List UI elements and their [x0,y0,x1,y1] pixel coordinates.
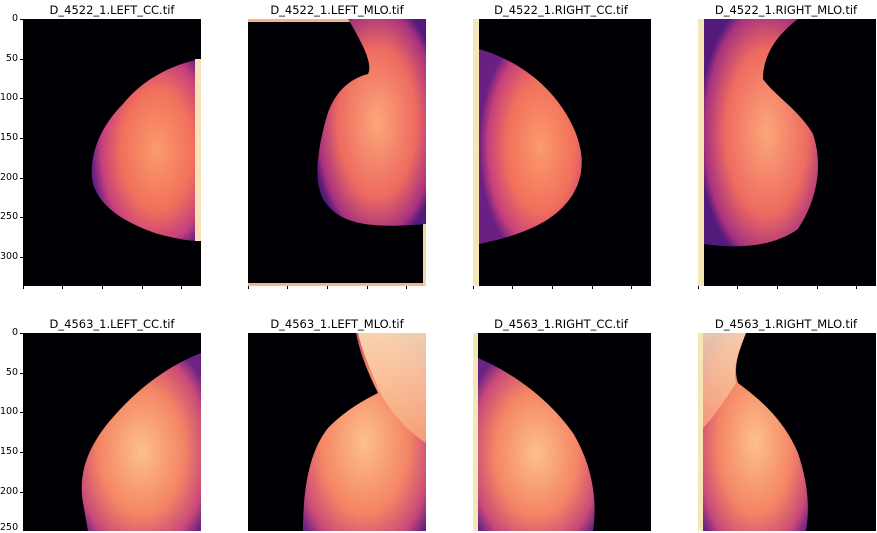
panel-title: D_4563_1.LEFT_MLO.tif [270,317,404,331]
mammogram-image-right-mlo [698,333,876,531]
ytick-label: 200 [0,486,19,497]
panel-title: D_4563_1.RIGHT_CC.tif [494,317,628,331]
mammogram-image-right-cc [473,333,651,531]
ytick-label: 150 [0,446,19,457]
panel-title: D_4522_1.LEFT_CC.tif [49,3,175,17]
ytick-label: 0 [11,13,18,24]
mammogram-image-left-mlo [248,19,426,286]
panel-title: D_4522_1.RIGHT_MLO.tif [714,3,858,17]
mammogram-image-right-mlo [698,19,876,286]
ytick-label: 250 [0,522,19,533]
ytick-label: 200 [0,172,19,183]
panel-title: D_4563_1.LEFT_CC.tif [49,317,175,331]
mammogram-image-right-cc [473,19,651,286]
ytick-label: 300 [0,251,19,262]
ytick-label: 50 [5,53,18,64]
panel-title: D_4563_1.RIGHT_MLO.tif [714,317,858,331]
ytick-label: 150 [0,132,19,143]
ytick-label: 0 [11,327,18,338]
ytick-label: 250 [0,211,19,222]
panel-title: D_4522_1.RIGHT_CC.tif [494,3,628,17]
ytick-label: 100 [0,92,19,103]
ytick-label: 100 [0,406,19,417]
mammogram-image-left-cc [23,19,201,286]
panel-title: D_4522_1.LEFT_MLO.tif [270,3,404,17]
ytick-label: 50 [5,367,18,378]
mammogram-image-left-mlo [248,333,426,531]
mammogram-image-left-cc [23,333,201,531]
